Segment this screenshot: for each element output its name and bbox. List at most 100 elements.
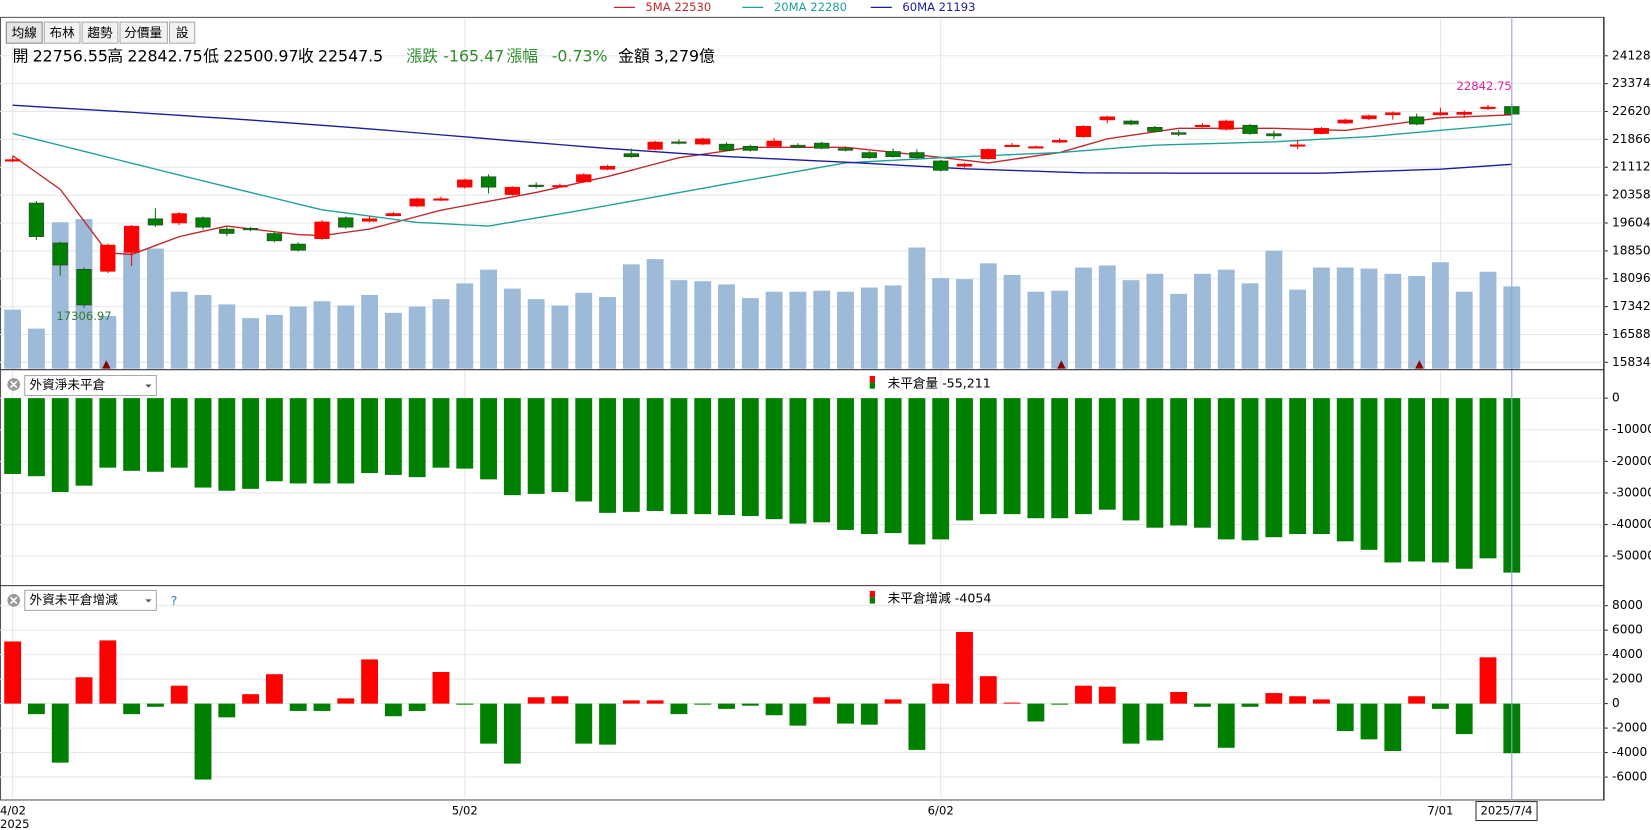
button-label[interactable]: 設 bbox=[176, 25, 189, 40]
candle-body bbox=[480, 176, 497, 188]
volume-bar bbox=[813, 290, 831, 369]
volume-bar bbox=[408, 306, 426, 369]
close-icon bbox=[9, 380, 18, 389]
volume-bar bbox=[551, 305, 569, 369]
y-tick-label: 2000 bbox=[1612, 672, 1643, 686]
dropdown-arrow bbox=[145, 384, 152, 388]
candle-body bbox=[338, 217, 354, 228]
bar bbox=[1408, 696, 1426, 704]
candle-body bbox=[718, 143, 735, 151]
y-tick-label: -2000 bbox=[1612, 721, 1647, 735]
volume-bar bbox=[28, 328, 45, 369]
volume-bar bbox=[1289, 289, 1307, 369]
volume-bar bbox=[1408, 275, 1426, 369]
volume-bar bbox=[123, 248, 141, 369]
volume-bar bbox=[218, 304, 236, 369]
button[interactable] bbox=[81, 21, 119, 44]
dropdown[interactable] bbox=[24, 374, 157, 397]
volume-bar bbox=[1265, 250, 1283, 369]
bar bbox=[622, 398, 640, 512]
candle-body bbox=[242, 228, 259, 231]
button-label[interactable]: 趨勢 bbox=[87, 25, 113, 40]
bar bbox=[313, 703, 331, 711]
y-tick-label: 6000 bbox=[1612, 623, 1643, 637]
bar bbox=[1194, 703, 1211, 707]
button-label[interactable]: 均線 bbox=[12, 25, 38, 40]
candle-body bbox=[171, 213, 187, 224]
candle-body bbox=[457, 179, 473, 188]
bar bbox=[551, 398, 569, 492]
y-tick-label: 20358 bbox=[1612, 188, 1651, 202]
bar bbox=[75, 398, 93, 486]
volume-bar bbox=[503, 288, 521, 369]
bar bbox=[408, 398, 426, 478]
bar bbox=[1336, 398, 1354, 542]
bar bbox=[337, 398, 355, 484]
info-value: -165.47 bbox=[443, 46, 504, 65]
bar bbox=[75, 677, 93, 704]
readout-icon bbox=[869, 382, 875, 389]
volume-bar bbox=[146, 248, 164, 369]
volume-bar bbox=[622, 264, 640, 369]
button[interactable] bbox=[168, 21, 196, 44]
bar bbox=[884, 398, 902, 534]
bar bbox=[860, 398, 878, 535]
dropdown-label[interactable]: 外資未平倉增減 bbox=[29, 592, 118, 607]
x-tick-label: 4/02 bbox=[0, 804, 26, 818]
candle-body bbox=[1075, 125, 1092, 138]
bar bbox=[527, 697, 545, 704]
candle-body bbox=[219, 228, 235, 234]
info-label: 收 bbox=[298, 46, 314, 65]
y-tick-label: -20000 bbox=[1612, 454, 1651, 468]
candle-body bbox=[861, 152, 877, 159]
button[interactable] bbox=[119, 21, 168, 44]
info-value: 3,279億 bbox=[654, 46, 715, 65]
candle-body bbox=[504, 186, 520, 195]
bar bbox=[1098, 398, 1116, 510]
button[interactable] bbox=[43, 21, 81, 44]
volume-bar bbox=[1146, 273, 1164, 369]
info-value: -0.73% bbox=[552, 46, 608, 65]
candle-body bbox=[599, 165, 616, 170]
bar bbox=[1408, 398, 1426, 562]
bar bbox=[1360, 398, 1378, 550]
volume-bar bbox=[1194, 273, 1211, 369]
candle-body bbox=[885, 151, 901, 157]
volume-bar bbox=[718, 284, 735, 369]
bar bbox=[622, 700, 640, 704]
info-value: 22500.97 bbox=[223, 46, 298, 65]
info-value: 22842.75 bbox=[127, 46, 202, 65]
volume-bar bbox=[908, 247, 926, 369]
y-tick-label: 21112 bbox=[1612, 160, 1651, 174]
candle-body bbox=[1194, 124, 1211, 128]
bar bbox=[599, 398, 616, 513]
candle-body bbox=[100, 244, 116, 272]
volume-bar bbox=[1384, 273, 1402, 369]
candle-body bbox=[1385, 112, 1401, 116]
button-label[interactable]: 分價量 bbox=[124, 25, 162, 40]
bar bbox=[361, 659, 379, 704]
y-tick-label: 17342 bbox=[1612, 299, 1651, 313]
bar bbox=[789, 703, 807, 726]
bar bbox=[908, 703, 926, 750]
help-link[interactable]: ? bbox=[171, 593, 178, 608]
y-tick-label: 0 bbox=[1612, 696, 1620, 710]
bar bbox=[956, 631, 973, 704]
button-label[interactable]: 布林 bbox=[50, 25, 76, 40]
bar bbox=[123, 703, 141, 715]
bar bbox=[456, 398, 474, 469]
candle-body bbox=[1290, 144, 1306, 147]
volume-bar bbox=[384, 312, 402, 369]
candle-body bbox=[766, 140, 782, 147]
volume-bar bbox=[932, 278, 950, 369]
readout-icon bbox=[869, 590, 875, 598]
volume-bar bbox=[1313, 267, 1330, 369]
bar bbox=[1098, 686, 1116, 704]
dropdown[interactable] bbox=[24, 589, 157, 611]
candle-body bbox=[1171, 132, 1187, 135]
volume-bar bbox=[1170, 293, 1188, 369]
button[interactable] bbox=[5, 21, 43, 44]
close-icon bbox=[9, 596, 18, 605]
dropdown-label[interactable]: 外資淨未平倉 bbox=[29, 377, 105, 392]
